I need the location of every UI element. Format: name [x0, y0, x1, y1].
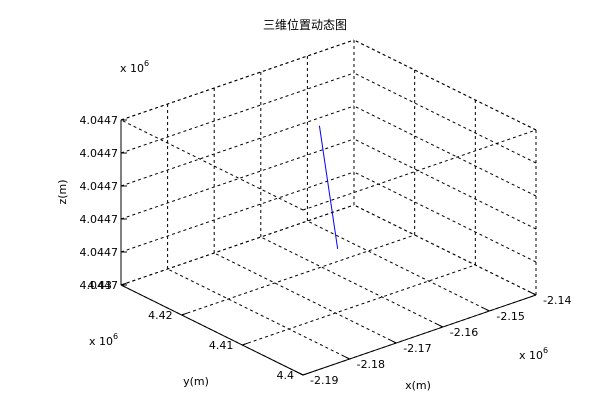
- grid-line-backwall-z: [120, 105, 355, 187]
- tick-labels: -2.19 -2.18 -2.17 -2.16 -2.15 -2.14 4.4 4.41 4.4…: [80, 114, 572, 387]
- trajectory-line: [318, 125, 339, 249]
- series-layer: [318, 125, 339, 249]
- x-tick-label: -2.16: [450, 326, 478, 339]
- y-tick-label: 4.43: [88, 279, 113, 292]
- chart-title: 三维位置动态图: [263, 17, 347, 32]
- grid-line-sidewall-z: [353, 171, 537, 263]
- grid-line-backwall-z: [120, 72, 355, 154]
- box-edge-top-left: [120, 119, 304, 211]
- axes-box: [120, 39, 537, 376]
- y-exponent-power: 6: [113, 332, 118, 341]
- z-exponent-base: x 10: [120, 62, 144, 75]
- z-tick-label: 4.0447: [80, 246, 119, 259]
- z-tick-label: 4.0447: [80, 213, 119, 226]
- x-exponent-label: x 106: [519, 346, 548, 362]
- x-tick-label: -2.17: [403, 342, 431, 355]
- z-axis-label: z(m): [56, 179, 69, 204]
- grid-lines: [120, 39, 537, 376]
- x-tick-mark: [483, 307, 490, 312]
- x-tick-mark: [344, 355, 350, 360]
- y-tick-label: 4.4: [277, 369, 295, 382]
- x-tick-label: -2.14: [543, 294, 571, 307]
- y-tick-mark: [181, 312, 188, 316]
- z-tick-label: 4.0447: [80, 147, 119, 160]
- y-tick-label: 4.41: [209, 339, 234, 352]
- z-tick-label: 4.0447: [80, 180, 119, 193]
- z-exponent-label: x 106: [120, 59, 149, 75]
- x-tick-mark: [437, 323, 444, 328]
- x-exponent-base: x 10: [519, 349, 543, 362]
- y-exponent-label: x 106: [89, 332, 118, 348]
- grid-line-floor-x: [307, 220, 490, 312]
- x-tick-mark: [390, 339, 397, 344]
- z-tick-label: 4.0447: [80, 279, 119, 292]
- x-tick-label: -2.15: [496, 310, 524, 323]
- x-axis-line: [302, 294, 537, 376]
- y-exponent-base: x 10: [89, 335, 113, 348]
- grid-line-floor-y: [242, 264, 476, 346]
- x-tick-mark: [297, 371, 304, 376]
- y-tick-mark: [302, 372, 309, 376]
- x-axis-label: x(m): [405, 379, 431, 392]
- box-edge-top-front: [302, 129, 537, 211]
- grid-line-sidewall-z: [353, 72, 537, 164]
- grid-line-sidewall-z: [353, 204, 537, 296]
- grid-line-backwall-z: [120, 171, 355, 253]
- x-tick-label: -2.19: [310, 374, 338, 387]
- y-tick-mark: [242, 342, 249, 346]
- grid-line-sidewall-z: [353, 105, 537, 197]
- grid-line-floor-y: [181, 234, 415, 316]
- x-exponent-power: 6: [543, 346, 548, 355]
- box-edge-top-back: [120, 39, 355, 121]
- y-tick-label: 4.42: [148, 309, 173, 322]
- z-tick-label: 4.0447: [80, 114, 119, 127]
- grid-line-backwall-z: [120, 138, 355, 220]
- grid-line-sidewall-z: [353, 138, 537, 230]
- x-tick-label: -2.18: [357, 358, 385, 371]
- x-tick-mark: [530, 291, 537, 296]
- y-axis-label: y(m): [183, 375, 209, 388]
- y-axis-line: [120, 284, 304, 376]
- grid-line-floor-x: [167, 268, 350, 360]
- grid-line-floor-x: [213, 252, 397, 344]
- box-edge-top-right: [353, 39, 537, 131]
- grid-line-floor-x: [260, 236, 444, 328]
- grid-line-backwall-z: [120, 204, 355, 286]
- z-exponent-power: 6: [144, 59, 149, 68]
